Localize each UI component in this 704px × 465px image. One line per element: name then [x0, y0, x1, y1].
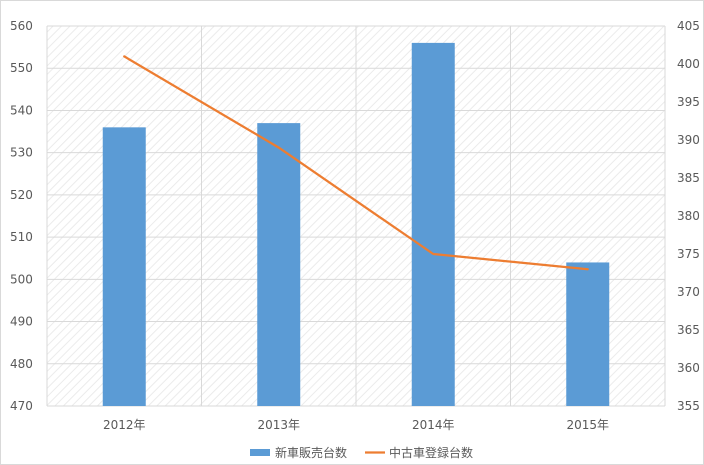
left-tick-label: 540 — [10, 103, 33, 117]
line-layer — [123, 55, 589, 271]
x-axis: 2012年 2013年 2014年 2015年 — [103, 418, 609, 432]
right-tick-label: 360 — [677, 361, 700, 375]
x-tick-label: 2014年 — [412, 418, 455, 432]
right-tick-label: 405 — [677, 19, 700, 33]
x-tick-label: 2013年 — [257, 418, 300, 432]
left-tick-label: 560 — [10, 19, 33, 33]
legend: 新車販売台数 中古車登録台数 — [250, 445, 473, 460]
left-tick-label: 480 — [10, 357, 33, 371]
left-tick-label: 470 — [10, 399, 33, 413]
right-tick-label: 380 — [677, 209, 700, 223]
line-series — [123, 55, 589, 271]
bar-2015年 — [566, 262, 610, 406]
legend-line-label: 中古車登録台数 — [389, 445, 473, 460]
left-tick-label: 510 — [10, 230, 33, 244]
right-tick-label: 355 — [677, 399, 700, 413]
left-tick-label: 520 — [10, 188, 33, 202]
right-tick-label: 385 — [677, 171, 700, 185]
right-tick-label: 365 — [677, 323, 700, 337]
legend-bar-swatch — [250, 449, 270, 456]
right-tick-label: 390 — [677, 133, 700, 147]
legend-bar-label: 新車販売台数 — [275, 445, 347, 460]
x-tick-label: 2012年 — [103, 418, 146, 432]
left-tick-label: 530 — [10, 146, 33, 160]
bar-2012年 — [102, 127, 146, 406]
grid-layer — [46, 25, 666, 407]
right-tick-label: 370 — [677, 285, 700, 299]
right-tick-label: 395 — [677, 95, 700, 109]
bars-layer — [102, 42, 610, 407]
bar-2014年 — [411, 42, 455, 407]
left-y-axis: 470 480 490 500 510 520 530 540 550 560 — [10, 19, 33, 413]
right-y-axis: 355 360 365 370 375 380 385 390 395 400 405 — [677, 19, 700, 413]
left-tick-label: 550 — [10, 61, 33, 75]
right-tick-label: 400 — [677, 57, 700, 71]
bar-2013年 — [257, 123, 301, 406]
right-tick-label: 375 — [677, 247, 700, 261]
left-tick-label: 500 — [10, 272, 33, 286]
x-tick-label: 2015年 — [566, 418, 609, 432]
left-tick-label: 490 — [10, 315, 33, 329]
